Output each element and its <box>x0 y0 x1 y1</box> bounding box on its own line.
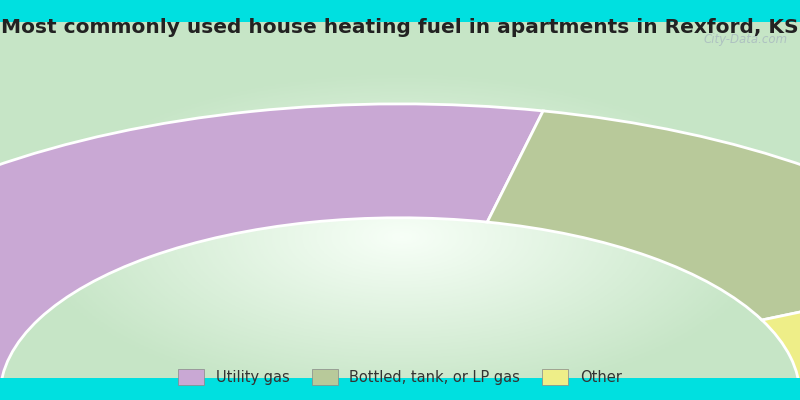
Wedge shape <box>0 104 543 396</box>
Wedge shape <box>762 272 800 396</box>
Wedge shape <box>487 111 800 320</box>
Text: City-Data.com: City-Data.com <box>704 33 788 46</box>
Text: Most commonly used house heating fuel in apartments in Rexford, KS: Most commonly used house heating fuel in… <box>1 18 799 37</box>
Legend: Utility gas, Bottled, tank, or LP gas, Other: Utility gas, Bottled, tank, or LP gas, O… <box>172 363 628 391</box>
